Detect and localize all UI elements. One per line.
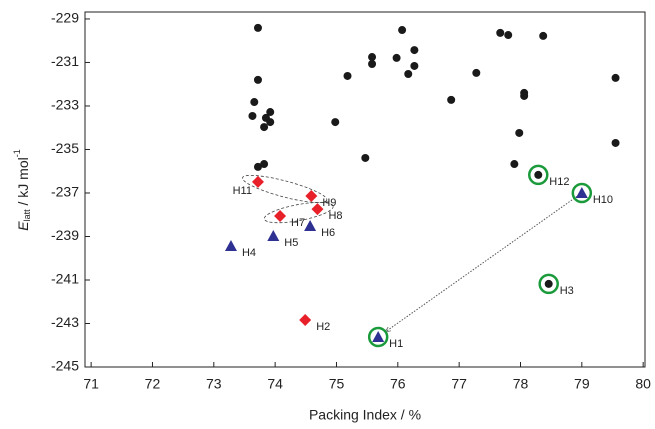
- point: [372, 330, 385, 342]
- point: [368, 59, 377, 68]
- highlight-ring: [528, 164, 549, 186]
- point-label: H4: [242, 247, 256, 259]
- y-label-unit: / kJ mol: [15, 157, 31, 209]
- point: [253, 75, 262, 84]
- point: [510, 160, 519, 169]
- point-label: H2: [316, 321, 330, 333]
- x-tick-label: 71: [83, 376, 99, 392]
- point: [575, 186, 588, 198]
- y-tick-label: -239: [51, 227, 79, 243]
- point: [248, 111, 257, 120]
- point: [539, 31, 548, 40]
- point: [611, 73, 620, 82]
- point: [331, 118, 340, 127]
- point: [611, 138, 620, 147]
- plot-frame: [84, 11, 646, 368]
- point: [253, 23, 262, 32]
- x-tick-label: 74: [267, 376, 283, 392]
- point: [266, 108, 275, 117]
- point: [251, 175, 264, 188]
- point: [267, 230, 280, 242]
- point-label: H6: [321, 227, 335, 239]
- point: [410, 46, 419, 55]
- point: [398, 26, 407, 35]
- x-tick-label: 76: [390, 376, 406, 392]
- point: [410, 61, 419, 70]
- point-label: H8: [328, 210, 342, 222]
- point: [447, 95, 456, 104]
- highlight-ring: [571, 182, 593, 204]
- point-label: H7: [291, 217, 305, 229]
- point: [299, 314, 312, 327]
- y-tick-label: -245: [51, 358, 79, 374]
- y-tick-label: -243: [51, 314, 79, 330]
- highlight-ring: [367, 326, 389, 348]
- point: [392, 53, 401, 62]
- x-tick-label: 80: [635, 376, 651, 392]
- point: [305, 190, 318, 203]
- point-label: H12: [549, 176, 569, 188]
- point: [260, 123, 269, 132]
- point: [274, 210, 287, 223]
- point: [544, 279, 553, 288]
- point: [496, 28, 505, 37]
- y-label-main: E: [15, 221, 31, 231]
- point: [224, 240, 237, 252]
- y-label-sub: latt: [22, 209, 32, 222]
- highlight-ring: [538, 273, 559, 295]
- x-tick-label: 73: [206, 376, 222, 392]
- arrow: [385, 192, 583, 332]
- group-outline: [263, 202, 334, 224]
- point: [520, 91, 529, 100]
- point: [368, 53, 377, 62]
- point: [311, 203, 324, 216]
- x-tick-label: 79: [574, 376, 590, 392]
- y-tick-label: -237: [51, 184, 79, 200]
- y-tick-label: -229: [51, 10, 79, 26]
- point: [504, 31, 513, 40]
- point: [304, 220, 317, 232]
- x-tick-label: 75: [329, 376, 345, 392]
- y-tick-label: -235: [51, 140, 79, 156]
- y-tick-label: -233: [51, 97, 79, 113]
- point-label: H1: [389, 338, 403, 350]
- point: [260, 160, 269, 169]
- group-outline: [242, 174, 328, 203]
- point: [253, 162, 262, 171]
- x-axis-label: Packing Index / %: [309, 407, 421, 423]
- point-label: H3: [560, 285, 574, 297]
- y-tick-label: -241: [51, 271, 79, 287]
- point: [361, 153, 370, 162]
- point: [534, 170, 543, 179]
- point: [404, 69, 413, 78]
- x-tick-label: 78: [513, 376, 529, 392]
- point: [266, 118, 275, 127]
- point-label: H5: [284, 237, 298, 249]
- point: [343, 71, 352, 80]
- point: [250, 98, 259, 107]
- point-label: H9: [322, 197, 336, 209]
- point-label: H11: [233, 185, 252, 197]
- point: [472, 68, 481, 77]
- x-tick-label: 77: [451, 376, 467, 392]
- y-label-sup: -1: [12, 149, 22, 157]
- x-tick-label: 72: [145, 376, 161, 392]
- y-tick-label: -231: [51, 53, 79, 69]
- y-axis-label: Elatt / kJ mol-1: [12, 149, 32, 231]
- point: [515, 128, 524, 137]
- point-label: H10: [593, 194, 613, 206]
